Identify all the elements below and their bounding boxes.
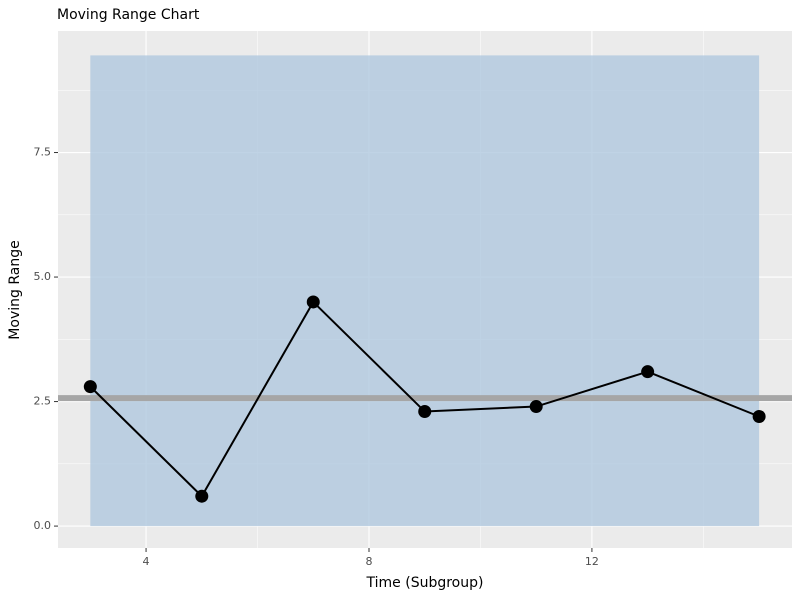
- point: [529, 400, 543, 414]
- x-axis-label: Time (Subgroup): [366, 575, 484, 591]
- point: [418, 405, 432, 419]
- x-tick-label: 4: [143, 555, 150, 568]
- point: [752, 410, 766, 424]
- y-tick-label: 7.5: [34, 146, 52, 159]
- x-tick-label: 12: [585, 555, 599, 568]
- point: [641, 365, 655, 379]
- y-axis-label: Moving Range: [7, 240, 23, 339]
- point: [306, 295, 320, 309]
- point: [195, 489, 209, 503]
- control-band: [90, 55, 760, 527]
- y-tick-label: 0.0: [34, 519, 52, 532]
- x-tick-label: 8: [365, 555, 372, 568]
- chart-title: Moving Range Chart: [57, 7, 200, 23]
- point: [83, 380, 97, 394]
- y-tick-label: 5.0: [34, 270, 52, 283]
- y-tick-label: 2.5: [34, 395, 52, 408]
